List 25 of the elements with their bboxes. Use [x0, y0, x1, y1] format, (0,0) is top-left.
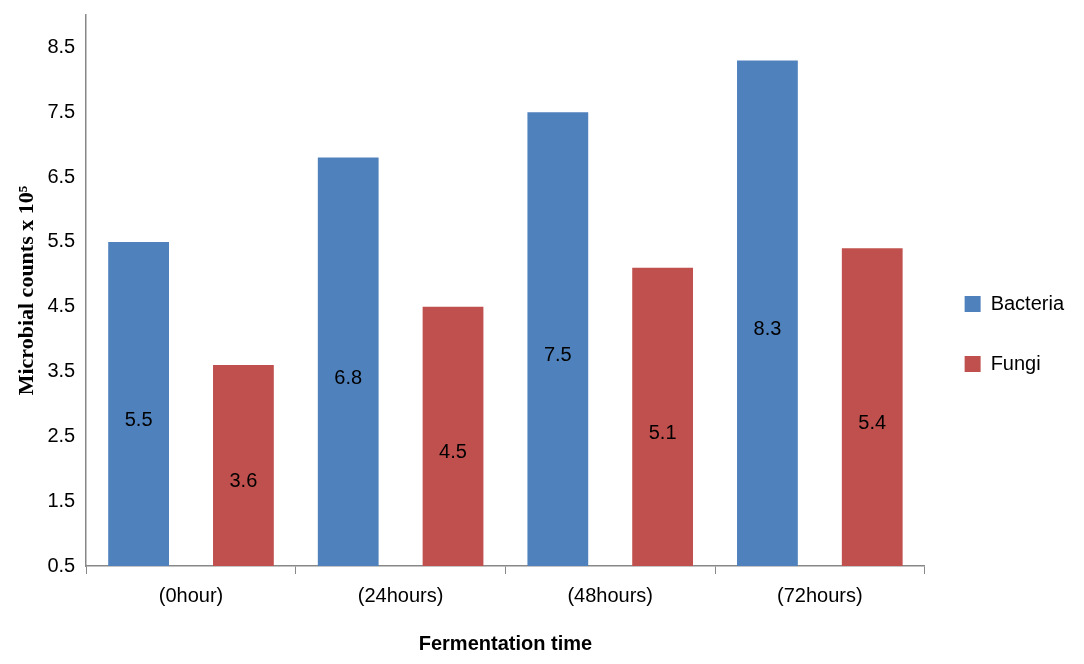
- data-label: 5.5: [124, 407, 153, 430]
- y-tick-label: 3.5: [47, 359, 76, 382]
- x-tick-label: (24hours): [357, 583, 444, 606]
- data-label: 4.5: [439, 440, 467, 463]
- y-tick-label: 2.5: [47, 423, 76, 446]
- y-tick-label: 8.5: [47, 34, 76, 57]
- y-axis-title: Microbial counts x 10⁵: [12, 185, 38, 396]
- y-tick-label: 0.5: [47, 553, 76, 576]
- data-label: 3.6: [229, 469, 258, 492]
- x-tick-label: (72hours): [777, 583, 863, 606]
- data-label: 5.4: [858, 410, 887, 433]
- x-tick-label: (0hour): [158, 583, 224, 606]
- x-axis-title: Fermentation time: [418, 631, 593, 654]
- y-tick-label: 6.5: [47, 164, 76, 187]
- x-tick-label: (48hours): [567, 583, 654, 606]
- data-label: 8.3: [753, 316, 782, 339]
- y-tick-label: 1.5: [47, 488, 76, 511]
- y-tick-label: 5.5: [47, 229, 76, 252]
- legend-label: Bacteria: [990, 291, 1065, 314]
- legend-label: Fungi: [990, 351, 1041, 374]
- y-tick-label: 7.5: [47, 99, 76, 122]
- data-label: 5.1: [648, 420, 677, 443]
- y-tick-label: 4.5: [47, 294, 76, 317]
- data-label: 6.8: [334, 365, 363, 388]
- data-label: 7.5: [543, 342, 572, 365]
